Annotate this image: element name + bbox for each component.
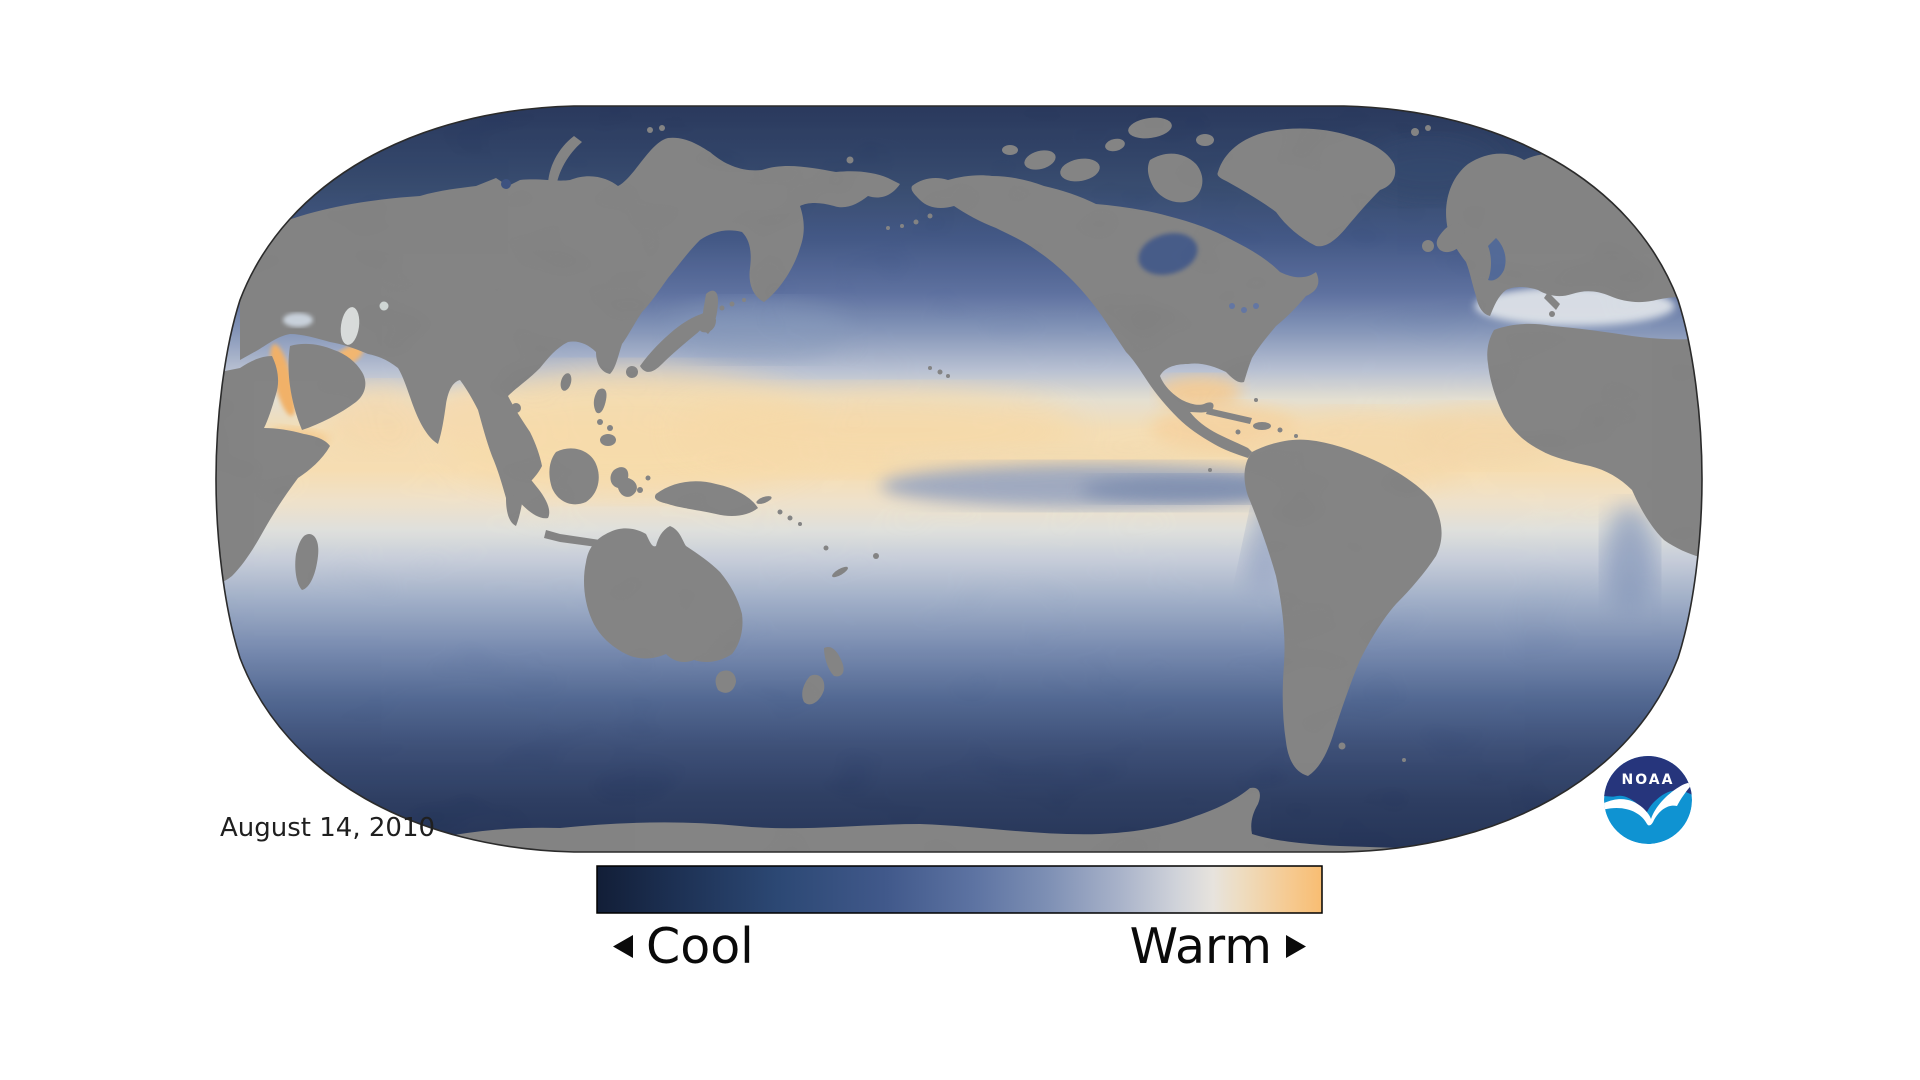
left-triangle-icon: [613, 935, 633, 958]
noaa-logo: NOAA: [1604, 756, 1692, 844]
legend-cool-label: Cool: [646, 918, 754, 975]
legend-gradient-bar: [596, 865, 1323, 914]
legend-warm-label: Warm: [1130, 918, 1272, 975]
map-body: [216, 106, 1702, 852]
ocean-texture-overlay: [216, 106, 1702, 852]
right-triangle-icon: [1286, 935, 1306, 958]
noaa-seagull-icon: [1604, 782, 1692, 826]
color-legend: Cool Warm: [596, 865, 1323, 975]
noaa-logo-label: NOAA: [1622, 772, 1675, 788]
noaa-logo-sky: [1604, 756, 1692, 814]
date-label: August 14, 2010: [220, 813, 435, 843]
projection-outline: [215, 105, 1703, 853]
